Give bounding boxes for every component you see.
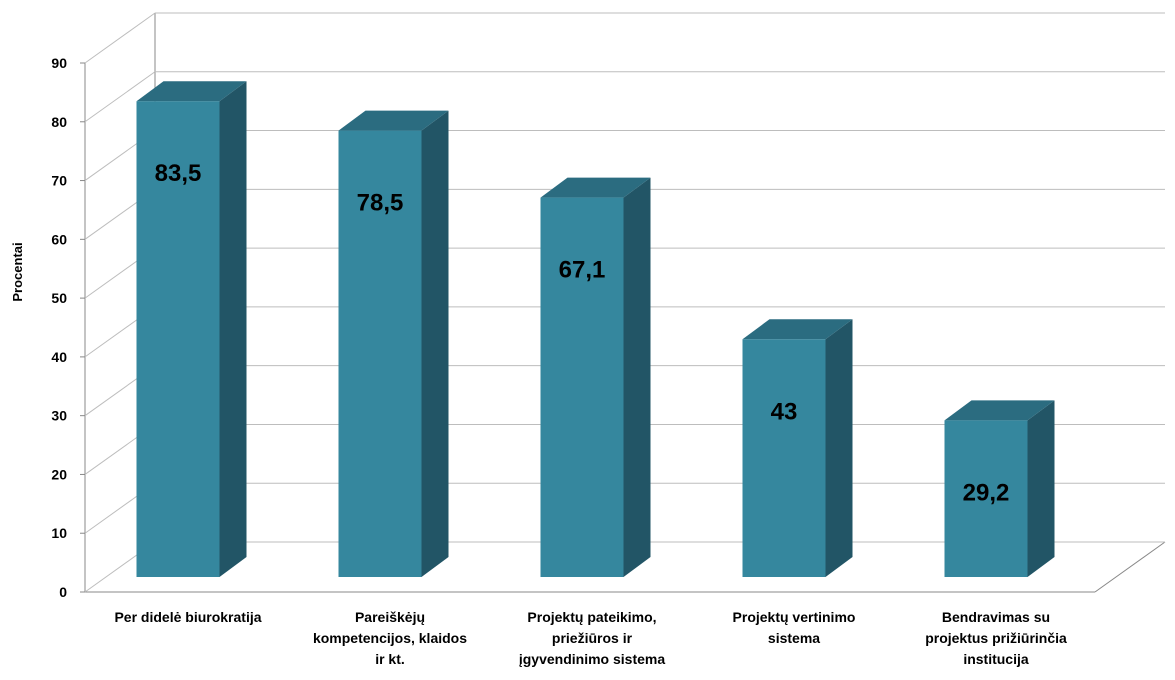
y-tick-label: 80 xyxy=(51,114,67,130)
bar-top-1 xyxy=(338,110,449,131)
bars xyxy=(136,81,1055,577)
bar-top-2 xyxy=(540,177,651,198)
bar-0 xyxy=(136,101,220,577)
x-tick-label: Pareiškėjų kompetencijos, klaidos ir kt. xyxy=(313,609,467,667)
data-label: 29,2 xyxy=(963,479,1010,506)
x-tick-label-line: Projektų pateikimo, xyxy=(527,609,656,625)
x-tick-label: Projektų pateikimo, priežiūros ir įgyvendi… xyxy=(519,609,665,667)
x-tick-label-line: įgyvendinimo sistema xyxy=(519,651,665,667)
gridline-left-90 xyxy=(84,12,156,64)
x-tick-label: Per didelė biurokratija xyxy=(114,609,261,625)
bar-top-4 xyxy=(944,400,1055,421)
y-tick-label: 90 xyxy=(51,55,67,71)
bar-1 xyxy=(338,130,422,577)
bar-top-3 xyxy=(742,319,853,340)
x-tick-label: Projektų vertinimo sistema xyxy=(733,609,856,646)
bar-side-4 xyxy=(1027,400,1055,577)
data-label: 43 xyxy=(771,398,798,425)
bar-side-1 xyxy=(421,110,449,577)
bar-top-0 xyxy=(136,81,247,102)
y-tick-label: 0 xyxy=(59,584,67,600)
y-tick-label: 20 xyxy=(51,466,67,482)
y-tick-label: 40 xyxy=(51,349,67,365)
y-tick-label: 50 xyxy=(51,290,67,306)
data-labels: 83,5 78,5 67,1 43 29,2 xyxy=(155,160,1010,506)
x-tick-label-line: institucija xyxy=(963,651,1029,667)
data-label: 78,5 xyxy=(357,190,404,217)
x-tick-label-line: projektus prižiūrinčia xyxy=(925,630,1067,646)
gridline-left-80 xyxy=(84,71,156,123)
floor-right-edge xyxy=(1094,541,1166,593)
x-tick-label-line: kompetencijos, klaidos xyxy=(313,630,467,646)
x-tick-label-line: ir kt. xyxy=(375,651,405,667)
bar-side-3 xyxy=(825,319,853,577)
y-tick-label: 60 xyxy=(51,231,67,247)
y-axis-ticks: 0 10 20 30 40 50 60 70 80 90 xyxy=(51,55,67,600)
y-axis-title: Procentai xyxy=(10,242,25,301)
bar-4 xyxy=(944,420,1028,577)
data-label: 83,5 xyxy=(155,160,202,187)
bar-3 xyxy=(742,339,826,577)
bar-side-0 xyxy=(219,81,247,577)
bar-2 xyxy=(540,197,624,577)
data-label: 67,1 xyxy=(559,257,606,284)
x-tick-label-line: priežiūros ir xyxy=(552,630,633,646)
x-tick-label-line: Per didelė biurokratija xyxy=(114,609,261,625)
y-tick-label: 30 xyxy=(51,408,67,424)
bar-side-2 xyxy=(623,177,651,577)
y-tick-label: 10 xyxy=(51,525,67,541)
x-tick-label: Bendravimas su projektus prižiūrinčia inst… xyxy=(925,609,1067,667)
x-tick-label-line: Bendravimas su xyxy=(942,609,1050,625)
y-tick-label: 70 xyxy=(51,173,67,189)
x-axis-tick-labels: Per didelė biurokratija Pareiškėjų kompete… xyxy=(114,609,1067,667)
x-tick-label-line: sistema xyxy=(768,630,820,646)
x-tick-label-line: Projektų vertinimo xyxy=(733,609,856,625)
x-tick-label-line: Pareiškėjų xyxy=(355,609,425,625)
